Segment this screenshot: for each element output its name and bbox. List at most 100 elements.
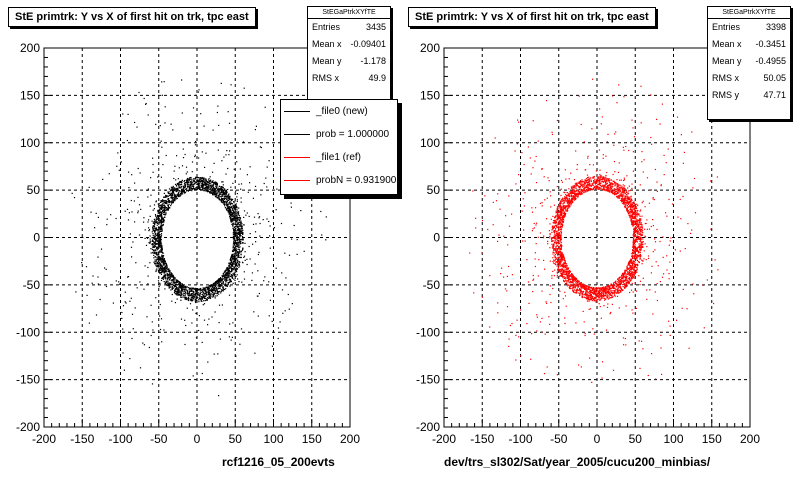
data-point — [234, 253, 236, 255]
data-point — [210, 189, 212, 191]
data-point — [236, 161, 238, 163]
data-point — [165, 270, 167, 272]
data-point — [151, 243, 153, 246]
data-point — [230, 214, 232, 216]
data-point — [147, 188, 149, 190]
data-point — [239, 222, 241, 224]
data-point — [238, 211, 240, 213]
data-point — [568, 199, 570, 201]
data-point — [198, 315, 200, 317]
data-point — [233, 278, 235, 280]
data-point — [537, 275, 539, 277]
data-point — [232, 227, 234, 229]
data-point — [242, 232, 244, 234]
data-point — [161, 229, 163, 231]
data-point — [293, 224, 295, 227]
data-point — [173, 276, 175, 278]
data-point — [195, 292, 197, 295]
data-point — [601, 179, 603, 181]
data-point — [164, 275, 166, 277]
data-point — [163, 329, 165, 331]
data-point — [238, 221, 240, 223]
data-point — [180, 286, 182, 288]
data-point — [160, 269, 162, 271]
data-point — [122, 113, 124, 115]
data-point — [199, 177, 201, 179]
data-point — [254, 231, 257, 233]
data-point — [216, 111, 218, 114]
data-point — [258, 217, 260, 219]
data-point — [177, 194, 179, 196]
data-point — [564, 277, 566, 279]
data-point — [192, 291, 195, 293]
data-point — [155, 269, 157, 271]
data-point — [161, 208, 163, 210]
data-point — [218, 287, 220, 289]
data-point — [161, 261, 163, 263]
data-point — [202, 183, 204, 185]
data-point — [152, 227, 154, 229]
data-point — [221, 181, 223, 183]
data-point — [604, 298, 606, 300]
data-point — [167, 195, 169, 197]
data-point — [580, 188, 582, 190]
data-point — [115, 217, 117, 220]
data-point — [616, 187, 618, 189]
data-point — [228, 122, 231, 124]
data-point — [175, 288, 177, 290]
data-point — [166, 281, 168, 283]
data-point — [143, 344, 145, 346]
data-point — [235, 219, 237, 221]
data-point — [686, 308, 688, 310]
data-point — [161, 199, 163, 202]
data-point — [590, 177, 592, 179]
data-point — [194, 188, 196, 190]
data-point — [177, 292, 179, 294]
data-point — [159, 227, 161, 229]
data-point — [543, 235, 545, 237]
data-point — [546, 302, 548, 304]
data-point — [207, 190, 209, 193]
data-point — [154, 230, 156, 233]
data-point — [171, 195, 173, 197]
data-point — [155, 222, 158, 224]
data-point — [161, 270, 164, 272]
data-point — [630, 203, 632, 205]
data-point — [176, 281, 178, 284]
data-point — [552, 215, 554, 217]
data-point — [231, 223, 233, 225]
data-point — [205, 187, 208, 189]
data-point — [152, 237, 155, 239]
data-point — [582, 186, 584, 188]
data-point — [190, 178, 192, 180]
data-point — [233, 223, 235, 225]
data-point — [180, 182, 182, 184]
data-point — [137, 212, 139, 214]
data-point — [600, 293, 602, 295]
data-point — [236, 258, 238, 260]
data-point — [621, 198, 623, 200]
data-point — [566, 272, 568, 275]
data-point — [155, 270, 157, 273]
data-point — [153, 251, 156, 253]
data-point — [221, 160, 223, 162]
data-point — [218, 284, 220, 286]
data-point — [182, 283, 184, 286]
data-point — [559, 258, 561, 260]
data-point — [623, 193, 625, 195]
data-point — [230, 203, 232, 205]
data-point — [222, 286, 224, 288]
data-point — [213, 293, 215, 295]
data-point — [184, 185, 186, 187]
data-point — [229, 196, 231, 198]
data-point — [255, 223, 257, 225]
data-point — [232, 205, 234, 207]
data-point — [163, 220, 165, 222]
data-point — [563, 264, 565, 266]
data-point — [169, 193, 171, 195]
data-point — [150, 252, 152, 254]
data-point — [168, 206, 170, 208]
data-point — [211, 192, 213, 194]
data-point — [271, 345, 273, 347]
data-point — [213, 283, 215, 285]
